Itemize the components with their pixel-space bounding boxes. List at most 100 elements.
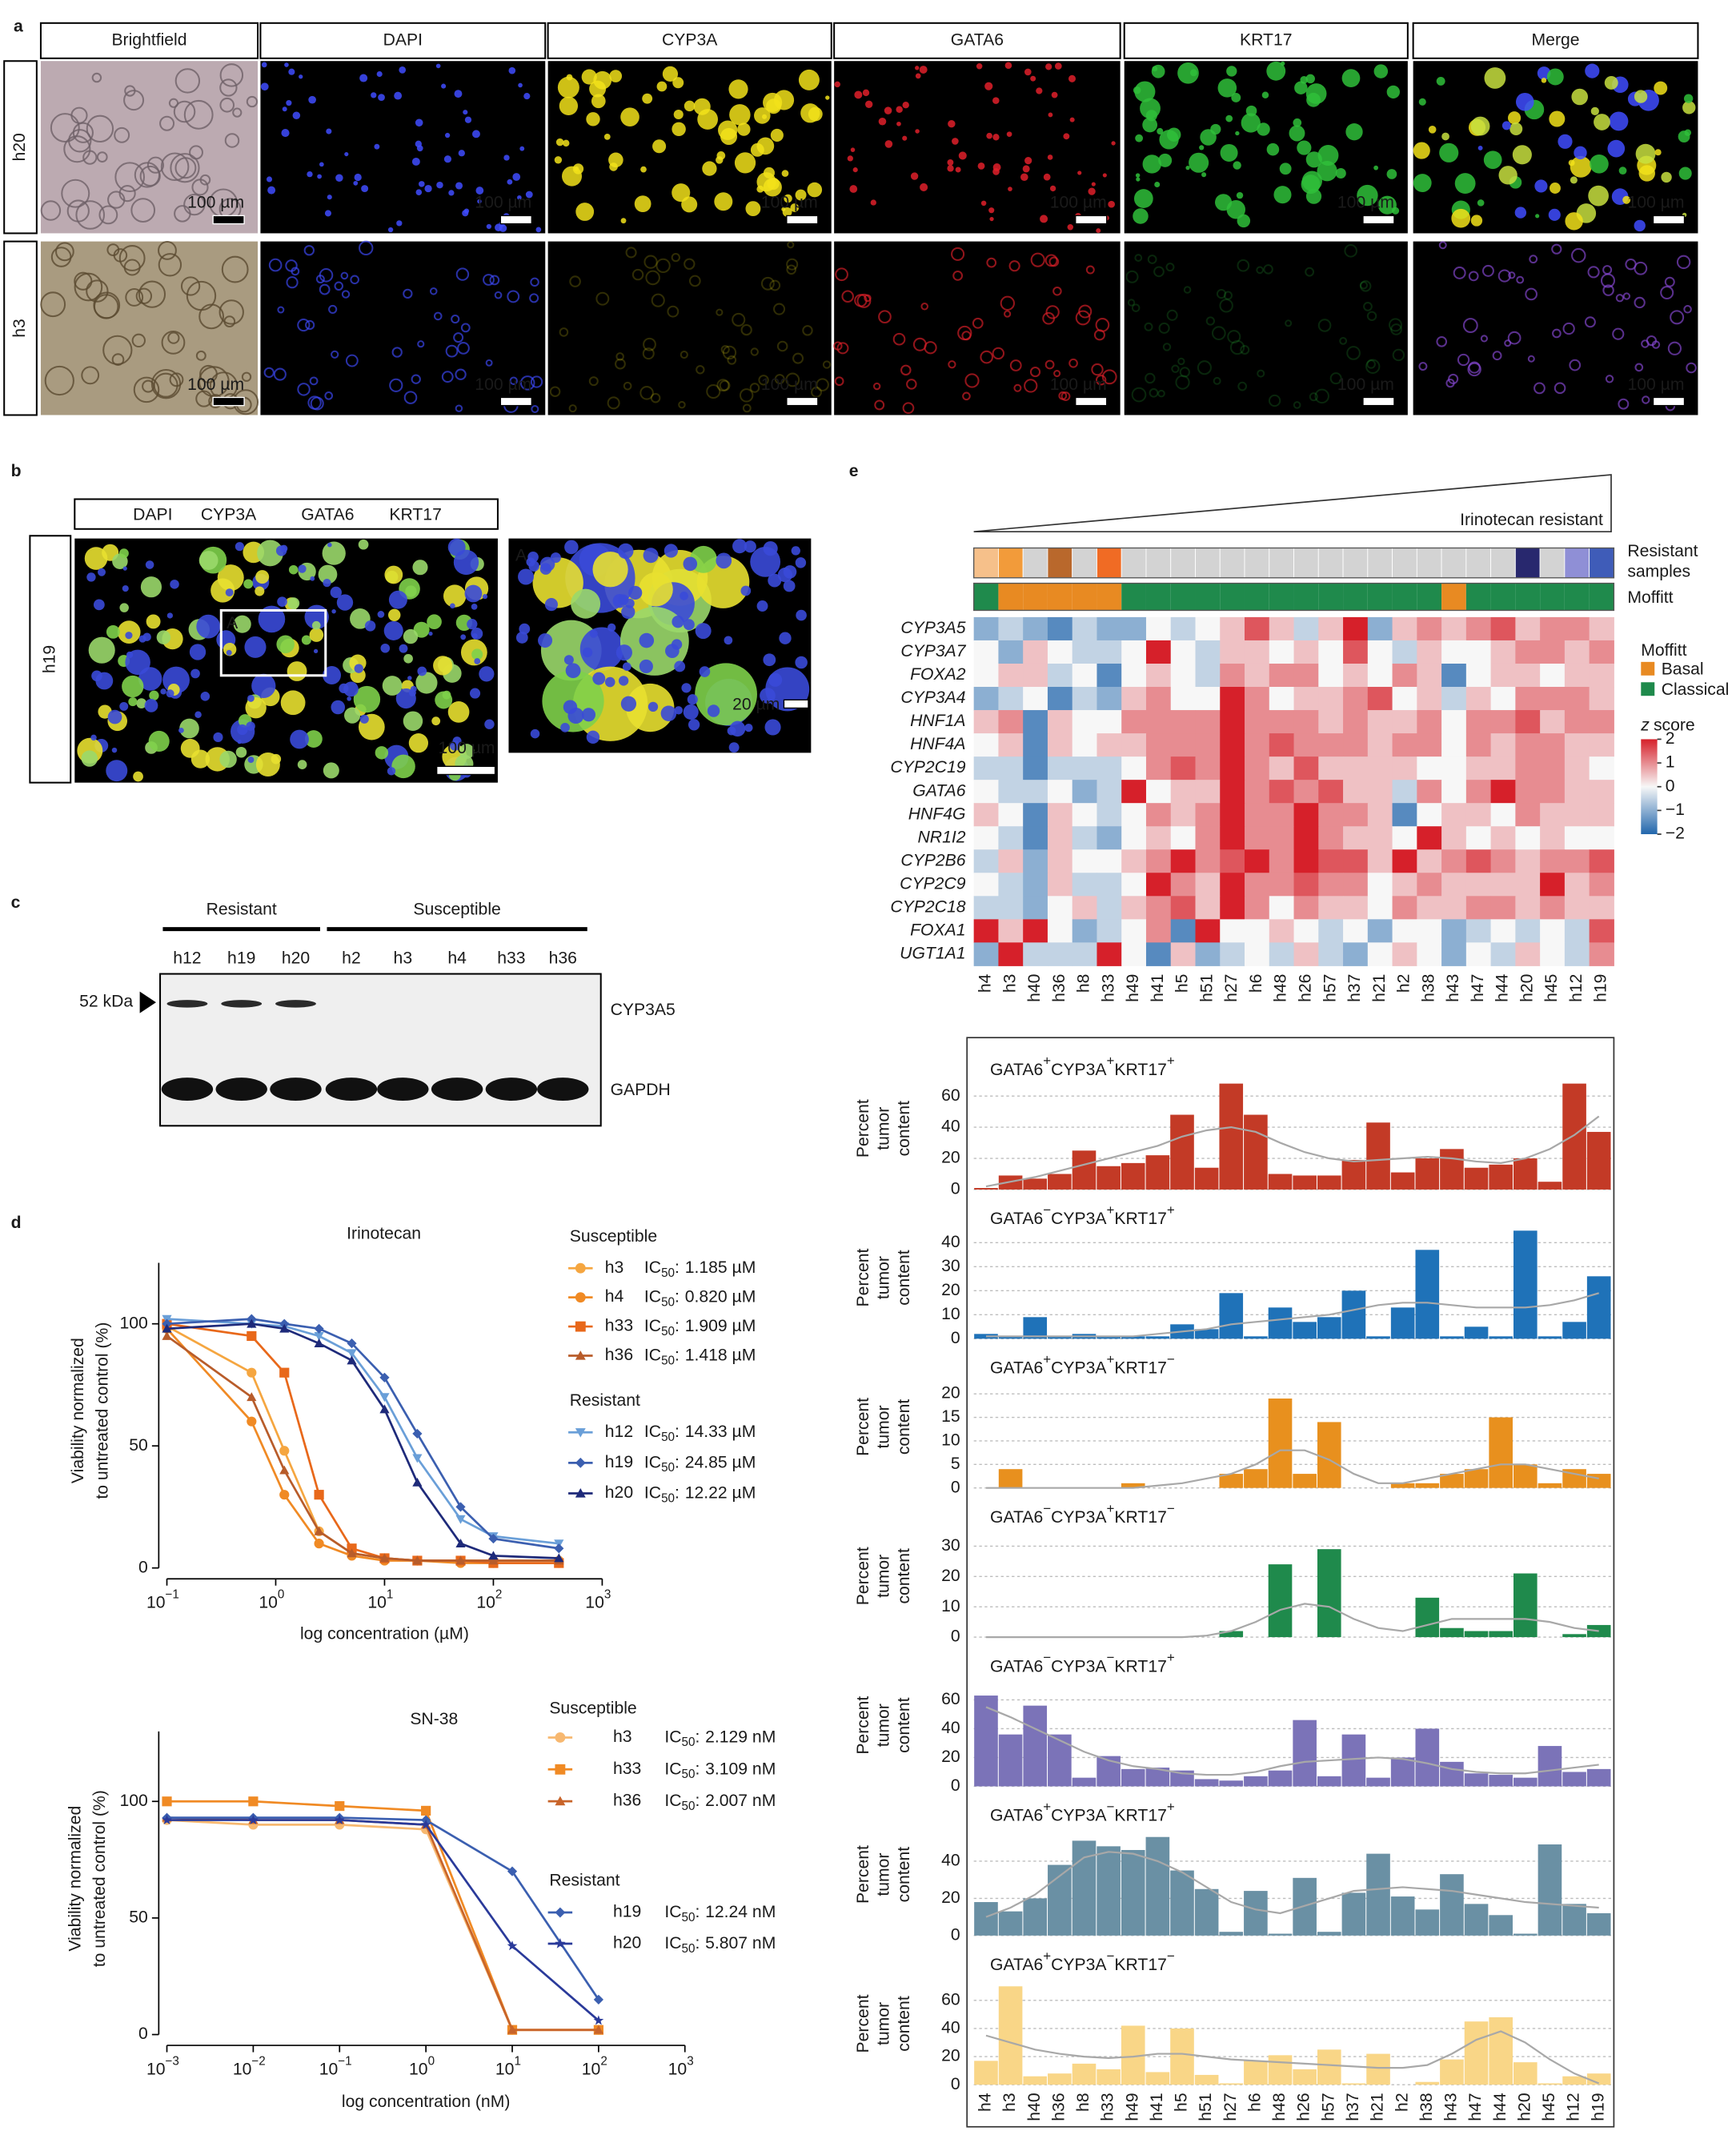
cell <box>1140 98 1161 119</box>
heatmap-cell <box>1589 942 1614 966</box>
heatmap-cell <box>1121 640 1147 664</box>
cell <box>453 549 479 576</box>
moffitt-cell <box>1343 583 1368 611</box>
cell <box>609 163 618 171</box>
cell <box>1219 299 1233 313</box>
cell <box>40 291 66 318</box>
sample-label: h43 <box>1442 2093 1461 2121</box>
bar <box>1244 1336 1268 1339</box>
cell <box>1215 194 1233 211</box>
cell <box>550 552 561 564</box>
band <box>377 1078 429 1101</box>
x-tick-exponent: 3 <box>604 1588 611 1602</box>
cell <box>563 655 574 665</box>
cell <box>763 178 782 197</box>
data-point <box>248 1814 259 1825</box>
cell <box>1584 316 1596 328</box>
cell <box>1236 191 1244 199</box>
cell <box>1127 299 1136 307</box>
cell <box>773 303 786 315</box>
cell <box>1453 266 1466 279</box>
y-axis-label: Percent <box>854 1845 872 1904</box>
cell <box>874 399 885 411</box>
data-point <box>162 1814 172 1825</box>
bar <box>1464 1773 1489 1787</box>
resistant-cell <box>1490 548 1516 579</box>
cell <box>947 159 954 166</box>
heatmap-cell <box>1392 942 1417 966</box>
heatmap-cell <box>1047 663 1073 688</box>
ic50-main: IC <box>644 1483 661 1502</box>
title-sign: + <box>1107 1203 1115 1218</box>
y-axis-label: content <box>895 1548 913 1604</box>
data-point <box>247 1392 257 1402</box>
cell <box>444 132 451 138</box>
heatmap-cell <box>973 849 999 873</box>
cell <box>507 179 513 185</box>
bar <box>1121 1483 1145 1488</box>
cell <box>1013 383 1022 392</box>
moffitt-cell <box>1293 583 1319 611</box>
cell <box>1189 152 1209 173</box>
cell <box>458 150 465 157</box>
cell <box>288 68 295 75</box>
cell <box>1162 343 1172 351</box>
heatmap-cell <box>1195 942 1221 966</box>
x-tick-base: 10 <box>259 1593 278 1611</box>
heatmap-cell <box>1417 710 1442 734</box>
cell <box>276 635 295 654</box>
resistant-cell <box>1269 548 1294 579</box>
ic50-value: 12.24 nM <box>705 1903 776 1921</box>
x-axis-label: log concentration (nM) <box>342 2093 511 2111</box>
bar <box>1293 1175 1317 1190</box>
heatmap-cell <box>1170 663 1196 688</box>
heatmap-cell <box>1023 919 1048 943</box>
y-tick-label: 0 <box>951 1329 960 1347</box>
panel-label: b <box>11 462 22 480</box>
y-tick-label: 30 <box>941 1257 960 1275</box>
title-gene: GATA6 <box>990 1210 1043 1228</box>
ic50-main: IC <box>664 1760 681 1778</box>
cell <box>196 614 221 639</box>
scale-bar-label: 100 µm <box>1628 194 1685 212</box>
bar <box>974 1188 998 1190</box>
heatmap-cell <box>1417 873 1442 897</box>
scale-bar-label: 20 µm <box>732 696 780 714</box>
cell <box>1546 68 1564 86</box>
y-axis-label: tumor <box>874 2002 892 2045</box>
heatmap-cell <box>1170 687 1196 711</box>
cell <box>619 607 689 676</box>
cell <box>852 167 858 173</box>
heatmap-cell <box>1564 733 1590 757</box>
cell <box>485 359 493 367</box>
sample-label: h48 <box>1272 974 1290 1002</box>
cell <box>298 564 307 573</box>
cell <box>1108 200 1116 208</box>
cell <box>992 168 1000 175</box>
heatmap-cell <box>1121 780 1147 804</box>
sample-label: h41 <box>1149 974 1167 1002</box>
cell <box>727 726 736 736</box>
scale-bar-label: 100 µm <box>187 194 244 212</box>
cell <box>219 63 244 87</box>
cell <box>1044 359 1055 370</box>
cell <box>719 379 731 391</box>
cell <box>642 347 655 360</box>
cell <box>1024 157 1032 165</box>
data-point <box>412 1454 423 1463</box>
cell <box>957 325 972 341</box>
cell <box>1569 359 1582 371</box>
cell <box>849 185 858 193</box>
cell <box>1678 130 1690 143</box>
heatmap-cell <box>1220 710 1245 734</box>
cell <box>825 95 830 100</box>
cell <box>169 372 184 387</box>
heatmap-cell <box>1245 756 1270 781</box>
heatmap-cell <box>1343 663 1369 688</box>
moffitt-cell <box>1220 583 1245 611</box>
bar <box>1341 1734 1366 1787</box>
column-header: KRT17 <box>1240 30 1292 49</box>
heatmap-cell <box>1145 616 1172 641</box>
bar <box>1097 2069 1121 2085</box>
cell <box>247 694 255 702</box>
